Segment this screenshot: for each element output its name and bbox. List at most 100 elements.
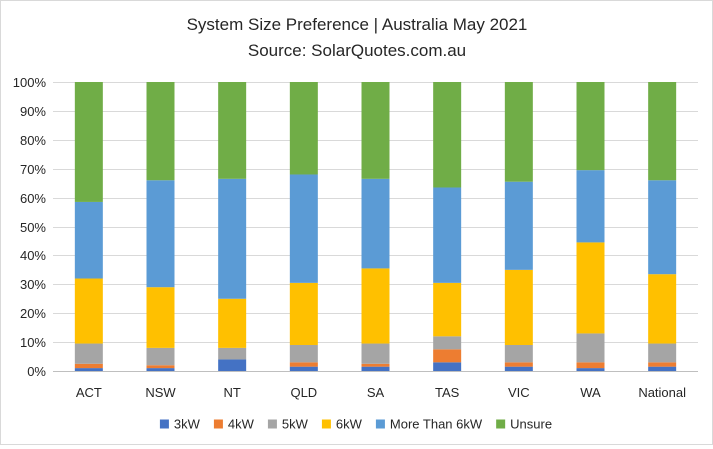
x-tick-label: SA <box>367 385 385 400</box>
bar-segment-3kw <box>218 359 247 371</box>
bar-segment-unsure <box>74 82 103 202</box>
bar-segment-unsure <box>146 82 175 181</box>
bar-segment-5kw <box>289 344 318 363</box>
bar-stack-national <box>648 82 677 371</box>
bar-segment-5kw <box>576 333 605 363</box>
bar-segment-4kw <box>74 363 103 369</box>
bar-segment-5kw <box>74 343 103 364</box>
bar-segment-more-than-6kw <box>218 178 247 299</box>
y-tick-label: 60% <box>20 191 46 206</box>
legend-swatch <box>321 419 331 429</box>
legend-label: Unsure <box>510 417 552 432</box>
bar-stack-wa <box>576 82 605 371</box>
bar-segment-3kw <box>504 366 533 371</box>
bar-segment-4kw <box>361 363 390 367</box>
x-tick-label: TAS <box>435 385 460 400</box>
legend-label: More Than 6kW <box>390 417 483 432</box>
bar-segment-3kw <box>361 366 390 371</box>
bar-segment-5kw <box>648 343 677 363</box>
x-tick-label: NSW <box>145 385 176 400</box>
x-tick-label: QLD <box>290 385 317 400</box>
bar-segment-more-than-6kw <box>576 170 605 243</box>
bar-segment-more-than-6kw <box>361 178 390 269</box>
bar-segment-unsure <box>504 82 533 182</box>
bar-segment-3kw <box>146 368 175 371</box>
bar-segment-3kw <box>648 366 677 371</box>
legend-label: 3kW <box>174 417 201 432</box>
bar-segment-more-than-6kw <box>74 201 103 279</box>
bar-segment-3kw <box>433 362 462 371</box>
x-axis: ACT NSW NT QLD SA TAS VIC WA National <box>76 385 686 400</box>
bar-segment-4kw <box>576 362 605 369</box>
bars <box>74 82 677 371</box>
y-tick-label: 20% <box>20 306 46 321</box>
bar-segment-5kw <box>433 336 462 350</box>
bar-stack-nt <box>218 82 247 371</box>
bar-segment-more-than-6kw <box>504 181 533 270</box>
bar-stack-act <box>74 82 103 371</box>
y-tick-label: 90% <box>20 104 46 119</box>
bar-segment-6kw <box>433 282 462 337</box>
bar-segment-6kw <box>648 274 677 344</box>
bar-segment-unsure <box>361 82 390 179</box>
legend-swatch <box>213 419 223 429</box>
bar-segment-5kw <box>146 347 175 366</box>
y-tick-label: 100% <box>13 75 47 90</box>
bar-segment-4kw <box>146 365 175 369</box>
bar-segment-6kw <box>361 268 390 344</box>
legend-swatch <box>267 419 277 429</box>
bar-segment-4kw <box>289 362 318 367</box>
bar-segment-5kw <box>218 347 247 360</box>
y-tick-label: 0% <box>27 364 46 379</box>
bar-stack-vic <box>504 82 533 371</box>
legend-swatch <box>496 419 506 429</box>
y-tick-label: 80% <box>20 133 46 148</box>
bar-segment-unsure <box>289 82 318 175</box>
bar-stack-nsw <box>146 82 175 371</box>
x-tick-label: National <box>638 385 686 400</box>
y-tick-label: 40% <box>20 248 46 263</box>
chart-subtitle: Source: SolarQuotes.com.au <box>248 41 466 60</box>
legend: 3kW 4kW 5kW 6kW More Than 6kW Unsure <box>159 417 552 432</box>
bar-segment-6kw <box>146 287 175 348</box>
bar-segment-6kw <box>504 269 533 345</box>
bar-segment-more-than-6kw <box>289 174 318 283</box>
bar-segment-more-than-6kw <box>146 180 175 288</box>
bar-segment-3kw <box>576 368 605 371</box>
y-tick-label: 50% <box>20 220 46 235</box>
legend-swatch <box>159 419 169 429</box>
y-tick-label: 70% <box>20 162 46 177</box>
bar-segment-6kw <box>218 298 247 348</box>
y-tick-label: 30% <box>20 277 46 292</box>
bar-segment-more-than-6kw <box>433 187 462 283</box>
x-tick-label: VIC <box>508 385 530 400</box>
bar-segment-unsure <box>218 82 247 179</box>
bar-segment-6kw <box>576 242 605 334</box>
legend-label: 5kW <box>282 417 309 432</box>
bar-segment-6kw <box>74 278 103 344</box>
bar-segment-4kw <box>504 362 533 367</box>
bar-segment-more-than-6kw <box>648 180 677 275</box>
y-tick-label: 10% <box>20 335 46 350</box>
y-axis: 0% 10% 20% 30% 40% 50% 60% 70% 80% 90% 100% <box>13 75 47 379</box>
bar-segment-unsure <box>576 82 605 171</box>
chart-title: System Size Preference | Australia May 2… <box>187 15 528 34</box>
bar-segment-4kw <box>648 362 677 367</box>
legend-label: 4kW <box>228 417 255 432</box>
bar-segment-unsure <box>648 82 677 181</box>
bar-stack-tas <box>433 82 462 371</box>
bar-segment-6kw <box>289 282 318 345</box>
bar-segment-5kw <box>504 344 533 363</box>
bar-segment-3kw <box>289 366 318 371</box>
bar-segment-5kw <box>361 343 390 364</box>
legend-label: 6kW <box>336 417 363 432</box>
x-tick-label: ACT <box>76 385 102 400</box>
bar-stack-sa <box>361 82 390 371</box>
bar-segment-3kw <box>74 368 103 371</box>
legend-swatch <box>375 419 385 429</box>
bar-stack-qld <box>289 82 318 371</box>
x-tick-label: NT <box>223 385 240 400</box>
x-tick-label: WA <box>580 385 601 400</box>
